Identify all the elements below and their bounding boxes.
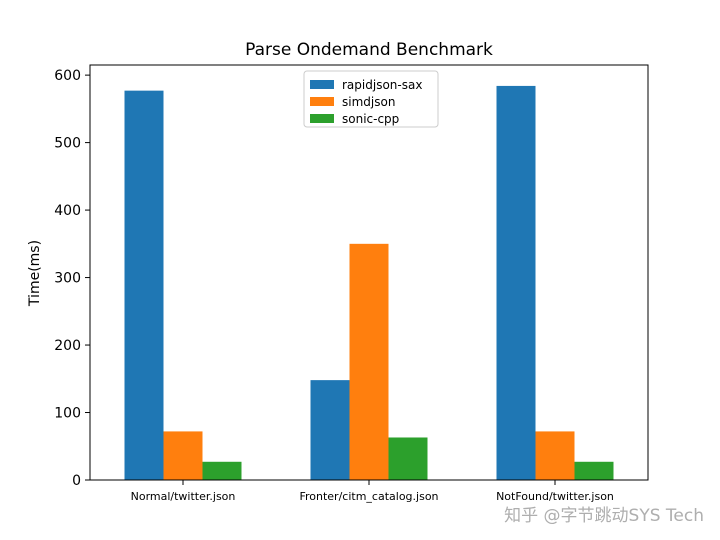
x-axis-ticks: Normal/twitter.json Fronter/citm_catalog.… (131, 480, 614, 503)
legend: rapidjson-sax simdjson sonic-cpp (303, 70, 439, 128)
plot-frame (89, 64, 649, 481)
x-tick-label: Fronter/citm_catalog.json (299, 490, 438, 503)
y-tick-label: 300 (54, 271, 81, 287)
legend-swatch-sonic-cpp (310, 114, 334, 123)
y-tick-label: 100 (54, 406, 81, 422)
legend-label-rapidjson-sax: rapidjson-sax (342, 78, 422, 92)
legend-label-simdjson: simdjson (342, 95, 395, 109)
bar-sonic-cpp-1 (388, 437, 428, 480)
y-tick-label: 600 (54, 68, 81, 84)
bar-rapidjson-sax-1 (310, 380, 350, 480)
y-tick-label: 200 (54, 338, 81, 354)
bar-rapidjson-sax-0 (124, 90, 164, 480)
bar-simdjson-1 (349, 243, 389, 480)
legend-box (303, 70, 439, 128)
bar-simdjson-2 (535, 431, 575, 480)
y-axis-ticks: 0 100 200 300 400 500 600 (54, 68, 90, 489)
bar-rapidjson-sax-2 (496, 85, 536, 480)
y-tick-label: 500 (54, 136, 81, 152)
chart-title: Parse Ondemand Benchmark (245, 40, 493, 60)
legend-swatch-simdjson (310, 97, 334, 106)
x-tick-label: NotFound/twitter.json (496, 490, 614, 503)
legend-swatch-rapidjson-sax (310, 80, 334, 89)
x-tick-label: Normal/twitter.json (131, 490, 236, 503)
y-tick-label: 400 (54, 203, 81, 219)
bars-group (124, 85, 614, 480)
bar-simdjson-0 (163, 431, 203, 480)
watermark: 知乎 @字节跳动SYS Tech (504, 506, 704, 526)
y-axis-label: Time(ms) (27, 240, 43, 307)
y-tick-label: 0 (72, 473, 81, 489)
legend-label-sonic-cpp: sonic-cpp (342, 112, 399, 126)
bar-sonic-cpp-0 (202, 461, 242, 480)
bar-sonic-cpp-2 (574, 461, 614, 480)
